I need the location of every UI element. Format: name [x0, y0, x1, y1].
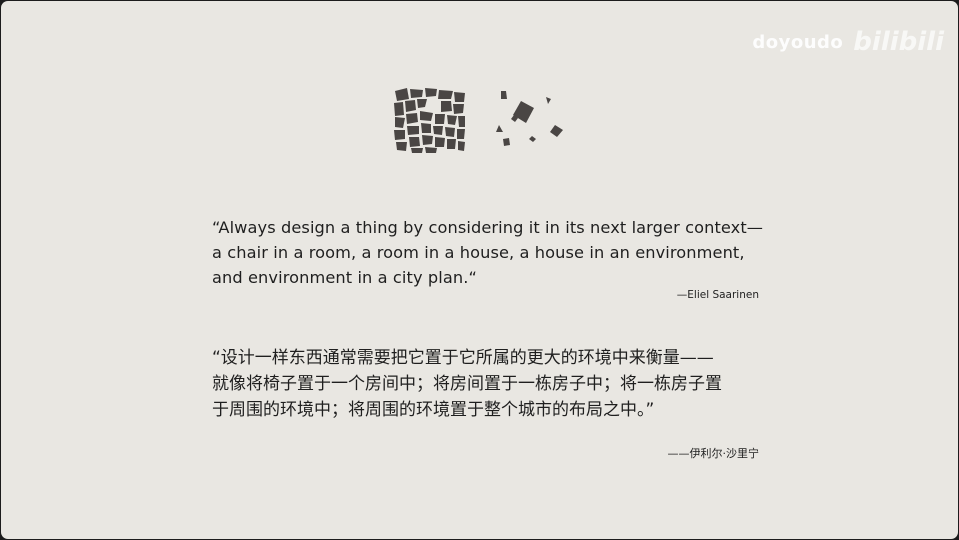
- bilibili-logo-icon: bilibili: [853, 27, 944, 57]
- chinese-quote: “设计一样东西通常需要把它置于它所属的更大的环境中来衡量—— 就像将椅子置于一个…: [212, 345, 772, 423]
- quote-line: 于周围的环境中；将周围的环境置于整个城市的布局之中。”: [212, 400, 655, 420]
- quote-line: a chair in a room, a room in a house, a …: [212, 243, 745, 262]
- quote-line: “设计一样东西通常需要把它置于它所属的更大的环境中来衡量——: [212, 348, 714, 368]
- english-attribution: —Eliel Saarinen: [676, 289, 759, 301]
- channel-name: doyoudo: [752, 31, 844, 53]
- dense-city-block-figure-ground-icon: [394, 88, 465, 153]
- watermark: doyoudo bilibili: [752, 27, 944, 57]
- figure-ground-illustration: [394, 88, 563, 153]
- quote-line: “Always design a thing by considering it…: [212, 218, 764, 237]
- quote-line: 就像将椅子置于一个房间中；将房间置于一栋房子中；将一栋房子置: [212, 374, 722, 394]
- quote-line: and environment in a city plan.“: [212, 268, 477, 287]
- chinese-attribution: ——伊利尔·沙里宁: [667, 447, 760, 460]
- scattered-buildings-figure-ground-icon: [496, 91, 563, 146]
- english-quote: “Always design a thing by considering it…: [212, 215, 772, 290]
